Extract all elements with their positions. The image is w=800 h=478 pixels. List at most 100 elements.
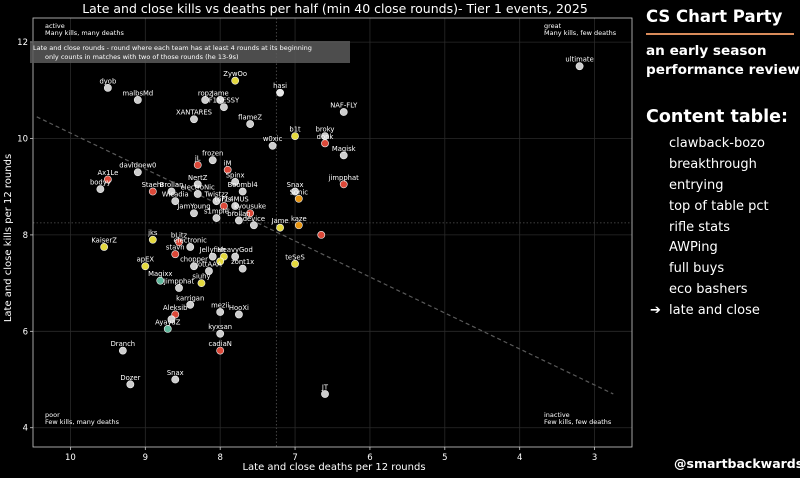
toc-item[interactable]: rifle stats [650,218,769,239]
toc-item[interactable]: entrying [650,176,769,197]
data-point [317,231,326,239]
axes [32,17,633,448]
point-label: Jellyfish [199,246,226,254]
data-point [148,235,157,244]
annotation-line: Late and close rounds - round where each… [33,44,312,52]
quadrant-desc: Few kills, few deaths [544,418,612,426]
data-point [321,139,329,148]
toc-item[interactable]: full buys [650,259,769,280]
point-label: donk [317,133,334,141]
data-point [231,76,240,85]
point-label: Jame [211,89,229,97]
data-point [216,329,225,338]
point-label: karrigan [176,294,204,302]
data-point [246,120,255,128]
toc-item[interactable]: breakthrough [650,155,769,176]
point-label: Dranch [111,340,136,348]
toc-item-label: full buys [669,261,725,277]
point-label: torzsi [215,195,234,203]
data-point [201,96,210,104]
toc-title: Content table: [646,107,789,127]
point-label: Snax [287,181,304,189]
quadrant-desc: Many kills, many deaths [45,29,124,37]
point-label: w0xic [263,135,283,143]
x-tick-label: 6 [367,453,372,463]
data-point [175,238,183,247]
data-point [167,187,176,196]
toc-item-label: entrying [669,177,724,193]
chart-title: Late and close kills vs deaths per half … [82,1,588,16]
x-tick-label: 10 [65,453,76,463]
toc-item[interactable]: ➔ late and close [650,301,769,322]
data-point [268,141,277,150]
point-label: stavn [166,244,185,252]
data-point [208,156,217,165]
point-label: JT [321,383,329,391]
chart-svg: Late and close kills vs deaths per half … [3,1,633,473]
data-point [235,216,243,225]
point-label: kyousuke [234,203,266,211]
point-label: electroNic [181,183,215,191]
data-point [246,209,255,218]
data-point [186,300,195,309]
toc-item[interactable]: clawback-bozo [650,134,769,155]
brand-title: CS Chart Party [646,7,783,26]
data-point [133,96,142,104]
trend-line [36,116,614,395]
data-point [208,252,217,261]
data-point [212,197,221,206]
point-label: malbsMd [122,89,153,97]
data-point [235,310,243,319]
y-tick-label: 10 [17,135,28,145]
data-point [220,202,228,210]
toc-item[interactable]: top of table pct [650,197,769,218]
data-point [163,325,172,333]
point-label: Dozer [120,374,140,382]
toc-item-label: breakthrough [669,156,757,172]
point-label: Boombl4 [228,181,258,189]
point-label: jks [147,229,158,237]
sidebar: CS Chart Party an early season performan… [640,0,800,478]
toc-list: clawback-bozo breakthrough entrying top of … [650,134,769,322]
data-point [148,187,157,196]
data-point [575,62,584,71]
data-point [190,209,198,218]
data-point [190,262,198,271]
point-label: davidnew0 [119,162,156,170]
data-point [103,83,112,92]
toc-item[interactable]: AWPing [650,238,769,259]
y-tick-label: 12 [17,38,28,48]
point-label: Brollan [160,181,184,189]
point-label: Twistzz [204,191,229,199]
point-label: bLitz [171,232,188,240]
point-label: Jimpphat [163,277,195,285]
x-tick-label: 5 [442,453,447,463]
data-point [190,115,198,124]
point-label: broky [316,126,335,134]
point-label: Ax1Le [97,169,118,177]
point-label: b1t [289,126,301,134]
data-point [175,284,183,292]
point-label: XANTARES [176,109,212,117]
y-tick-label: 8 [23,231,28,241]
point-label: jL [194,155,201,163]
data-point [205,267,213,275]
data-point [167,315,176,324]
point-label: Aleksib [163,304,187,312]
point-label: NertZ [188,174,208,182]
toc-item[interactable]: eco bashers [650,280,769,301]
point-label: Magixx [148,270,172,278]
point-label: Jame [271,217,289,225]
annotation-box: Late and close rounds - round where each… [30,41,350,63]
y-tick-label: 6 [23,327,28,337]
data-point [193,190,202,198]
reference-lines [33,18,632,447]
data-point [141,262,150,271]
arrow-right-icon: ➔ [650,303,661,319]
author-handle: @smartbackwards [674,456,800,471]
data-point [212,214,221,222]
point-label: AyayaZ [155,318,181,326]
quadrant-desc: Few kills, many deaths [45,418,120,426]
point-label: kaze [291,215,307,223]
